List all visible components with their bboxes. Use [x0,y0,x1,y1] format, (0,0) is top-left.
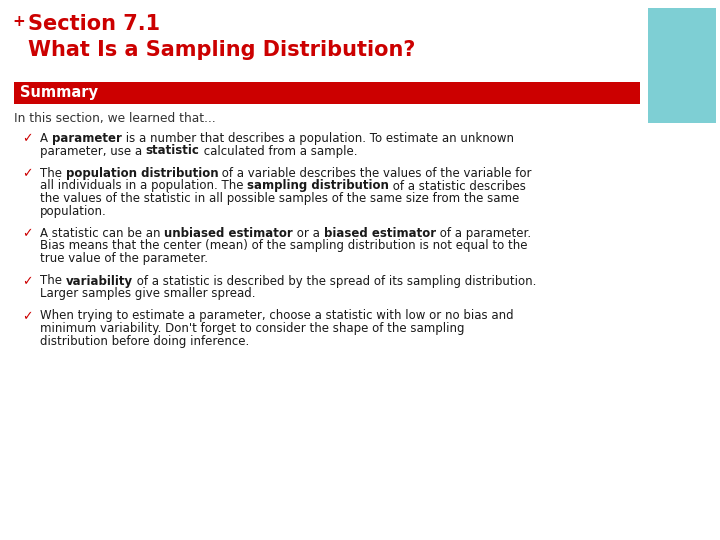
Text: of a variable describes the values of the variable for: of a variable describes the values of th… [218,167,532,180]
Text: minimum variability. Don't forget to consider the shape of the sampling: minimum variability. Don't forget to con… [40,322,464,335]
Text: unbiased estimator: unbiased estimator [164,227,293,240]
Text: variability: variability [66,274,133,287]
Text: The: The [40,274,66,287]
Text: What Is a Sampling Distribution?: What Is a Sampling Distribution? [28,40,415,60]
Text: A: A [40,132,52,145]
Text: The: The [40,167,66,180]
Text: of a statistic describes: of a statistic describes [389,179,526,192]
Text: biased estimator: biased estimator [323,227,436,240]
Text: ✓: ✓ [22,167,32,180]
Text: calculated from a sample.: calculated from a sample. [199,145,357,158]
Text: all individuals in a population. The: all individuals in a population. The [40,179,247,192]
Text: population distribution: population distribution [66,167,218,180]
Text: population.: population. [40,205,107,218]
Text: or a: or a [293,227,323,240]
Text: ✓: ✓ [22,310,32,323]
Text: A statistic can be an: A statistic can be an [40,227,164,240]
Text: statistic: statistic [146,145,199,158]
Text: sampling distribution: sampling distribution [247,179,389,192]
Text: ✓: ✓ [22,227,32,240]
Text: Bias means that the center (mean) of the sampling distribution is not equal to t: Bias means that the center (mean) of the… [40,240,528,253]
Text: the values of the statistic in all possible samples of the same size from the sa: the values of the statistic in all possi… [40,192,519,205]
Text: true value of the parameter.: true value of the parameter. [40,252,208,265]
Text: Larger samples give smaller spread.: Larger samples give smaller spread. [40,287,256,300]
FancyBboxPatch shape [14,82,640,104]
Text: is a number that describes a population. To estimate an unknown: is a number that describes a population.… [122,132,513,145]
Text: +: + [12,14,24,29]
FancyBboxPatch shape [648,8,716,123]
Text: ✓: ✓ [22,132,32,145]
Text: In this section, we learned that...: In this section, we learned that... [14,112,216,125]
Text: of a statistic is described by the spread of its sampling distribution.: of a statistic is described by the sprea… [133,274,536,287]
Text: parameter, use a: parameter, use a [40,145,146,158]
Text: When trying to estimate a parameter, choose a statistic with low or no bias and: When trying to estimate a parameter, cho… [40,309,513,322]
Text: of a parameter.: of a parameter. [436,227,531,240]
Text: ✓: ✓ [22,275,32,288]
Text: distribution before doing inference.: distribution before doing inference. [40,334,249,348]
Text: parameter: parameter [52,132,122,145]
Text: Summary: Summary [20,85,98,100]
Text: Section 7.1: Section 7.1 [28,14,160,34]
